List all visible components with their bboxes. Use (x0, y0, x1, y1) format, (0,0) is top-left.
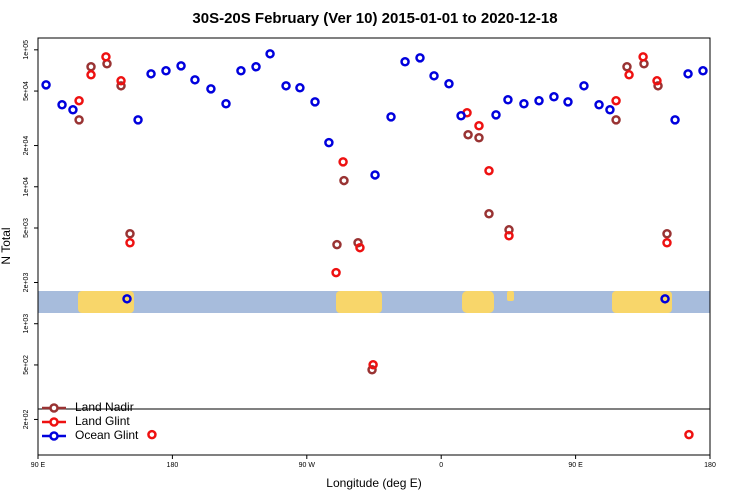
point (57, 100, 67, 110)
point (611, 115, 621, 125)
map-land (78, 291, 672, 313)
point (338, 157, 348, 167)
point (190, 75, 200, 85)
point (251, 62, 261, 72)
point (147, 429, 157, 440)
point (116, 81, 126, 91)
y-tick-label: 1e+03 (23, 314, 30, 334)
point (86, 70, 96, 80)
y-tick-label: 2e+02 (23, 410, 30, 430)
y-tick-label: 5e+04 (23, 81, 30, 101)
point (221, 98, 231, 109)
point (122, 294, 132, 304)
point (652, 76, 662, 86)
point (176, 61, 186, 71)
point (534, 95, 544, 106)
legend-marker (49, 431, 59, 441)
point (133, 115, 143, 125)
point (74, 95, 84, 106)
point (370, 170, 380, 180)
point (504, 230, 514, 241)
point (339, 175, 349, 186)
legend-marker (49, 417, 59, 427)
point (331, 267, 341, 278)
point (519, 98, 529, 109)
x-tick-label: 90 E (31, 462, 46, 469)
point (684, 429, 694, 440)
point (332, 239, 342, 250)
point (605, 105, 615, 115)
point (368, 359, 378, 370)
point (622, 62, 632, 72)
y-tick-label: 5e+03 (23, 218, 30, 238)
plot-frame (37, 37, 711, 456)
point (125, 238, 135, 248)
point (116, 76, 126, 86)
x-tick-label: 90 W (299, 462, 316, 469)
point (429, 71, 439, 81)
y-tick-label: 2e+03 (23, 273, 30, 293)
point (638, 52, 648, 62)
point (698, 66, 708, 76)
y-axis-label: N Total (0, 227, 13, 264)
point (662, 238, 672, 248)
point (503, 94, 513, 105)
point (456, 111, 466, 121)
point (68, 105, 78, 115)
x-tick-label: 0 (439, 462, 443, 469)
point (653, 81, 663, 91)
point (611, 95, 621, 106)
legend-label: Ocean Glint (75, 428, 139, 442)
point (74, 115, 84, 125)
point (265, 49, 275, 59)
y-tick-label: 2e+04 (23, 136, 30, 156)
point (101, 52, 111, 62)
y-tick-label: 1e+05 (23, 40, 30, 60)
point (295, 83, 305, 93)
point (367, 365, 377, 375)
point (355, 242, 365, 253)
point (484, 165, 494, 176)
point (670, 115, 680, 125)
point (86, 62, 96, 72)
x-tick-label: 180 (167, 462, 179, 469)
legend-label: Land Glint (75, 414, 130, 428)
point (624, 70, 634, 80)
point (463, 129, 473, 140)
x-axis-label: Longitude (deg E) (326, 476, 421, 490)
y-tick-label: 1e+04 (23, 177, 30, 197)
point (41, 80, 51, 90)
point (484, 209, 494, 219)
point (125, 228, 135, 239)
point (236, 66, 246, 76)
point (474, 120, 484, 131)
legend-marker (49, 403, 59, 413)
chart-title: 30S-20S February (Ver 10) 2015-01-01 to … (192, 10, 557, 27)
point (563, 97, 573, 107)
x-tick-label: 180 (704, 462, 716, 469)
x-tick-label: 90 E (568, 462, 583, 469)
point (660, 294, 670, 304)
point (146, 69, 156, 79)
point (662, 228, 672, 239)
point (400, 57, 410, 67)
point (594, 100, 604, 110)
point (491, 110, 501, 120)
point (206, 84, 216, 94)
point (549, 92, 559, 102)
point (474, 133, 484, 143)
point (683, 69, 693, 79)
point (415, 53, 425, 63)
point (444, 79, 454, 89)
point (281, 81, 291, 91)
point (310, 97, 320, 107)
point (324, 137, 334, 148)
point (161, 66, 171, 76)
point (579, 81, 589, 91)
point (386, 112, 396, 122)
legend-label: Land Nadir (75, 400, 134, 414)
y-tick-label: 5e+02 (23, 355, 30, 375)
